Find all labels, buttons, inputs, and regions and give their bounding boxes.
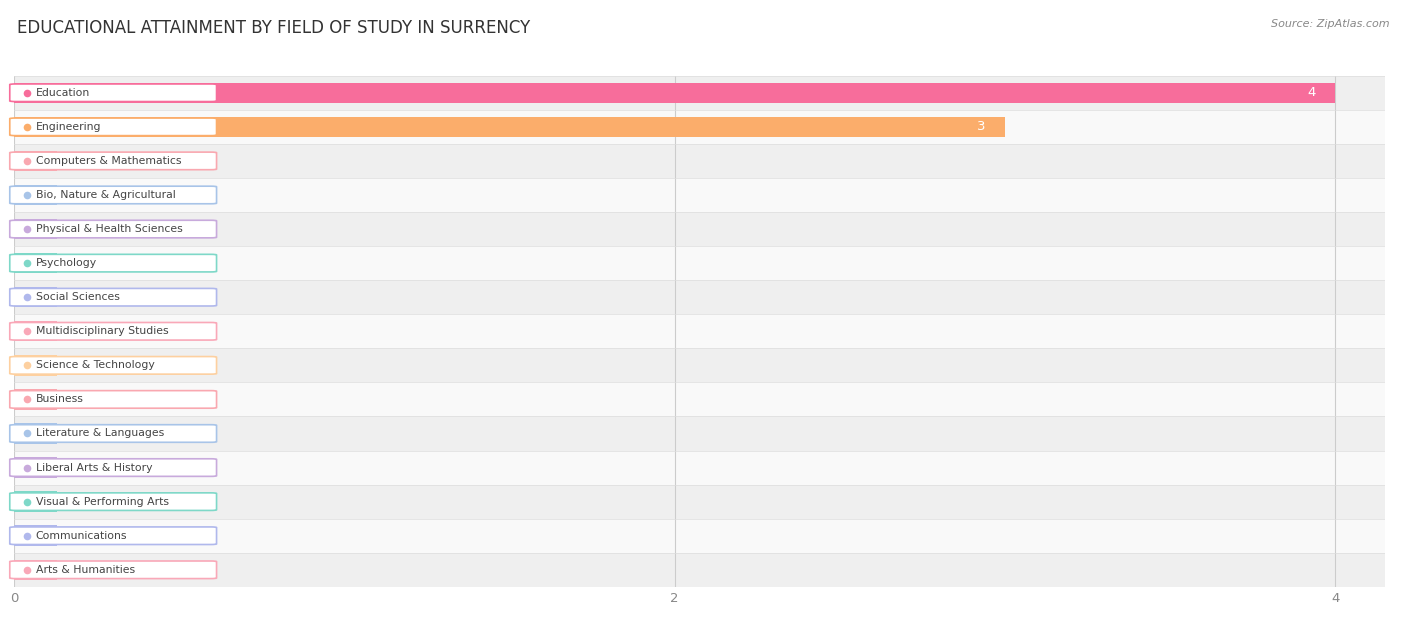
FancyBboxPatch shape xyxy=(10,322,217,340)
Bar xyxy=(14,416,1385,451)
Bar xyxy=(14,457,58,478)
Bar xyxy=(14,83,1336,103)
Bar xyxy=(14,314,1385,348)
Bar xyxy=(14,151,58,171)
Bar xyxy=(14,76,1385,110)
Bar xyxy=(14,185,58,205)
Text: 4: 4 xyxy=(1308,86,1316,99)
Bar xyxy=(14,560,58,580)
Text: Liberal Arts & History: Liberal Arts & History xyxy=(35,463,152,473)
Bar xyxy=(14,110,1385,144)
Bar xyxy=(14,117,1005,137)
Text: Literature & Languages: Literature & Languages xyxy=(35,428,163,439)
Text: Physical & Health Sciences: Physical & Health Sciences xyxy=(35,224,183,234)
Text: Source: ZipAtlas.com: Source: ZipAtlas.com xyxy=(1271,19,1389,29)
Text: Arts & Humanities: Arts & Humanities xyxy=(35,565,135,575)
FancyBboxPatch shape xyxy=(10,152,217,170)
Text: Multidisciplinary Studies: Multidisciplinary Studies xyxy=(35,326,169,336)
Bar xyxy=(14,253,58,273)
FancyBboxPatch shape xyxy=(10,288,217,306)
Bar xyxy=(14,519,1385,553)
Text: 0: 0 xyxy=(70,393,79,406)
Text: Communications: Communications xyxy=(35,531,127,541)
Text: 0: 0 xyxy=(70,529,79,542)
FancyBboxPatch shape xyxy=(10,425,217,442)
Text: Computers & Mathematics: Computers & Mathematics xyxy=(35,156,181,166)
Bar xyxy=(14,423,58,444)
Text: 0: 0 xyxy=(70,189,79,201)
Bar xyxy=(14,219,58,239)
Text: 0: 0 xyxy=(70,359,79,372)
Text: 0: 0 xyxy=(70,427,79,440)
Text: 0: 0 xyxy=(70,257,79,269)
Text: 0: 0 xyxy=(70,155,79,167)
Bar xyxy=(14,178,1385,212)
FancyBboxPatch shape xyxy=(10,84,217,102)
Bar xyxy=(14,355,58,375)
Bar xyxy=(14,246,1385,280)
Bar xyxy=(14,144,1385,178)
FancyBboxPatch shape xyxy=(10,254,217,272)
FancyBboxPatch shape xyxy=(10,220,217,238)
Text: Business: Business xyxy=(35,394,83,404)
Text: 0: 0 xyxy=(70,291,79,304)
Bar xyxy=(14,321,58,341)
Text: Visual & Performing Arts: Visual & Performing Arts xyxy=(35,497,169,507)
FancyBboxPatch shape xyxy=(10,118,217,136)
Text: 0: 0 xyxy=(70,495,79,508)
Text: 3: 3 xyxy=(977,121,986,133)
Bar xyxy=(14,526,58,546)
Text: 0: 0 xyxy=(70,461,79,474)
Text: Social Sciences: Social Sciences xyxy=(35,292,120,302)
FancyBboxPatch shape xyxy=(10,357,217,374)
Text: 0: 0 xyxy=(70,563,79,576)
Bar xyxy=(14,553,1385,587)
Text: Science & Technology: Science & Technology xyxy=(35,360,155,370)
Text: Engineering: Engineering xyxy=(35,122,101,132)
Text: Psychology: Psychology xyxy=(35,258,97,268)
FancyBboxPatch shape xyxy=(10,186,217,204)
Bar xyxy=(14,212,1385,246)
Bar xyxy=(14,348,1385,382)
FancyBboxPatch shape xyxy=(10,391,217,408)
Bar xyxy=(14,451,1385,485)
Bar xyxy=(14,382,1385,416)
Text: 0: 0 xyxy=(70,325,79,338)
Text: Bio, Nature & Agricultural: Bio, Nature & Agricultural xyxy=(35,190,176,200)
Bar xyxy=(14,287,58,307)
Bar xyxy=(14,485,1385,519)
Text: 0: 0 xyxy=(70,223,79,235)
Bar xyxy=(14,280,1385,314)
Text: Education: Education xyxy=(35,88,90,98)
Bar xyxy=(14,492,58,512)
FancyBboxPatch shape xyxy=(10,527,217,545)
FancyBboxPatch shape xyxy=(10,561,217,579)
Bar xyxy=(14,389,58,410)
FancyBboxPatch shape xyxy=(10,459,217,476)
FancyBboxPatch shape xyxy=(10,493,217,510)
Text: EDUCATIONAL ATTAINMENT BY FIELD OF STUDY IN SURRENCY: EDUCATIONAL ATTAINMENT BY FIELD OF STUDY… xyxy=(17,19,530,37)
